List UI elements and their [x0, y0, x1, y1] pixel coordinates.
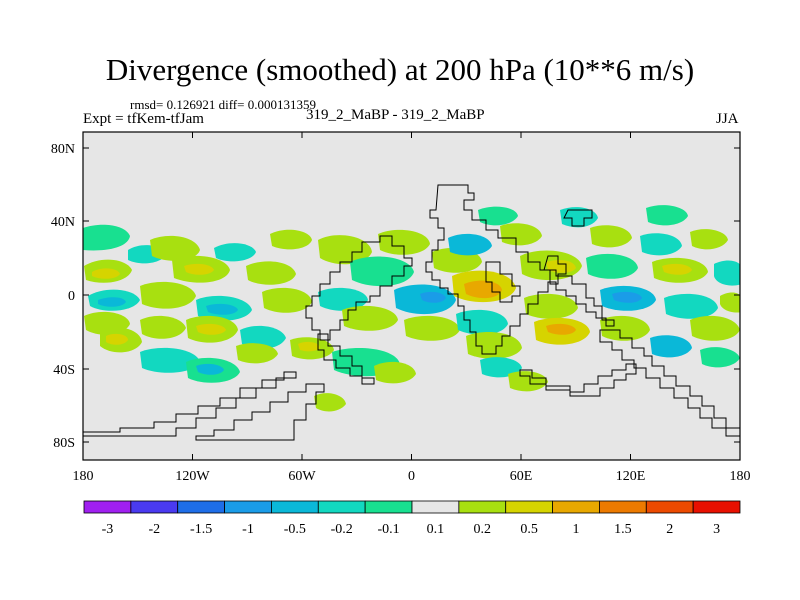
lat-tick-label: 40N	[51, 215, 75, 230]
colorbar-swatch	[645, 500, 694, 514]
lat-tick-label: 0	[68, 289, 75, 304]
lon-tick-label: 180	[73, 469, 94, 484]
divergence-field	[83, 205, 740, 412]
colorbar-swatch	[130, 500, 179, 514]
colorbar-label: -2	[148, 522, 160, 537]
axis-ticks: 180 120W 60W 0 60E 120E 180 80N 40N 0 40S 80S	[51, 132, 751, 484]
colorbar-swatch	[364, 500, 413, 514]
colorbar-label: 0.1	[427, 522, 445, 537]
lon-tick-label: 120W	[175, 469, 210, 484]
lon-tick-label: 180	[730, 469, 751, 484]
lon-tick-label: 0	[408, 469, 415, 484]
colorbar-label: 1.5	[614, 522, 632, 537]
colorbar-swatch	[83, 500, 132, 514]
colorbar-label: -0.2	[331, 522, 353, 537]
colorbar-label: -0.1	[377, 522, 399, 537]
colorbar-label: -1.5	[190, 522, 212, 537]
colorbar-swatch	[177, 500, 225, 514]
rmsd-diff-stats: rmsd= 0.126921 diff= 0.000131359	[130, 97, 316, 112]
colorbar-swatch	[224, 500, 272, 514]
colorbar-swatch	[692, 500, 741, 514]
lat-tick-label: 40S	[53, 363, 75, 378]
colorbar-label: 0.2	[474, 522, 492, 537]
colorbar-label: -1	[242, 522, 254, 537]
colorbar-label: 1	[573, 522, 580, 537]
colorbar-swatch	[599, 500, 647, 514]
colorbar-swatch	[458, 500, 507, 514]
case-label: 319_2_MaBP - 319_2_MaBP	[306, 107, 485, 123]
continent-outlines	[83, 184, 740, 441]
season-label: JJA	[716, 111, 739, 127]
colorbar-label: -0.5	[284, 522, 306, 537]
lon-tick-label: 60W	[288, 469, 316, 484]
colorbar-swatch	[317, 500, 366, 514]
lat-tick-label: 80S	[53, 436, 75, 451]
colorbar-swatch	[271, 500, 319, 514]
colorbar-swatch	[411, 500, 460, 514]
lat-tick-label: 80N	[51, 142, 75, 157]
lon-tick-label: 60E	[510, 469, 533, 484]
plot-title: Divergence (smoothed) at 200 hPa (10**6 …	[105, 52, 695, 87]
colorbar-label: -3	[102, 522, 114, 537]
experiment-label: Expt = tfKem-tfJam	[83, 111, 204, 127]
colorbar: -3 -2 -1.5 -1 -0.5 -0.2 -0.1 0.1 0.2 0.5 1 1.5 2 3	[83, 500, 741, 537]
colorbar-label: 2	[666, 522, 673, 537]
colorbar-swatch	[505, 500, 553, 514]
colorbar-label: 0.5	[520, 522, 538, 537]
colorbar-label: 3	[713, 522, 720, 537]
lon-tick-label: 120E	[616, 469, 646, 484]
colorbar-swatch	[552, 500, 600, 514]
